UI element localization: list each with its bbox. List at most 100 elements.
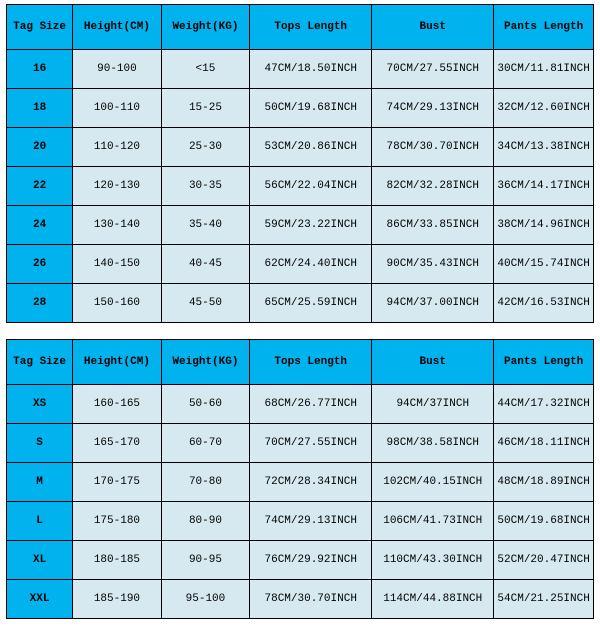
- cell-height: 165-170: [73, 424, 162, 463]
- column-header-height: Height(CM): [73, 340, 162, 385]
- table-row: 20110-12025-3053CM/20.86INCH78CM/30.70IN…: [7, 128, 594, 167]
- table-header-row: Tag SizeHeight(CM)Weight(KG)Tops LengthB…: [7, 340, 594, 385]
- cell-tops: 59CM/23.22INCH: [250, 206, 372, 245]
- cell-bust: 114CM/44.88INCH: [372, 580, 494, 619]
- cell-pants: 52CM/20.47INCH: [494, 541, 594, 580]
- cell-weight: 25-30: [161, 128, 250, 167]
- cell-tops: 56CM/22.04INCH: [250, 167, 372, 206]
- cell-height: 185-190: [73, 580, 162, 619]
- column-header-tops: Tops Length: [250, 340, 372, 385]
- column-header-tag: Tag Size: [7, 5, 73, 50]
- cell-tops: 72CM/28.34INCH: [250, 463, 372, 502]
- cell-weight: 80-90: [161, 502, 250, 541]
- table-row: XL180-18590-9576CM/29.92INCH110CM/43.30I…: [7, 541, 594, 580]
- cell-tag: 24: [7, 206, 73, 245]
- size-chart-container: Tag SizeHeight(CM)Weight(KG)Tops LengthB…: [0, 0, 600, 639]
- cell-weight: 95-100: [161, 580, 250, 619]
- cell-bust: 78CM/30.70INCH: [372, 128, 494, 167]
- table-header-row: Tag SizeHeight(CM)Weight(KG)Tops LengthB…: [7, 5, 594, 50]
- cell-pants: 48CM/18.89INCH: [494, 463, 594, 502]
- cell-weight: 15-25: [161, 89, 250, 128]
- cell-tag: S: [7, 424, 73, 463]
- cell-pants: 42CM/16.53INCH: [494, 284, 594, 323]
- cell-tops: 74CM/29.13INCH: [250, 502, 372, 541]
- table-row: L175-18080-9074CM/29.13INCH106CM/41.73IN…: [7, 502, 594, 541]
- cell-bust: 74CM/29.13INCH: [372, 89, 494, 128]
- cell-bust: 86CM/33.85INCH: [372, 206, 494, 245]
- cell-pants: 34CM/13.38INCH: [494, 128, 594, 167]
- column-header-pants: Pants Length: [494, 340, 594, 385]
- cell-tops: 53CM/20.86INCH: [250, 128, 372, 167]
- cell-weight: 60-70: [161, 424, 250, 463]
- table-row: 28150-16045-5065CM/25.59INCH94CM/37.00IN…: [7, 284, 594, 323]
- cell-pants: 54CM/21.25INCH: [494, 580, 594, 619]
- column-header-height: Height(CM): [73, 5, 162, 50]
- cell-tag: 28: [7, 284, 73, 323]
- cell-pants: 46CM/18.11INCH: [494, 424, 594, 463]
- cell-bust: 82CM/32.28INCH: [372, 167, 494, 206]
- column-header-tops: Tops Length: [250, 5, 372, 50]
- cell-tops: 50CM/19.68INCH: [250, 89, 372, 128]
- cell-height: 90-100: [73, 50, 162, 89]
- cell-weight: 30-35: [161, 167, 250, 206]
- cell-tag: 26: [7, 245, 73, 284]
- column-header-pants: Pants Length: [494, 5, 594, 50]
- cell-height: 120-130: [73, 167, 162, 206]
- cell-bust: 98CM/38.58INCH: [372, 424, 494, 463]
- cell-weight: 50-60: [161, 385, 250, 424]
- cell-tag: 20: [7, 128, 73, 167]
- table-row: M170-17570-8072CM/28.34INCH102CM/40.15IN…: [7, 463, 594, 502]
- cell-height: 170-175: [73, 463, 162, 502]
- column-header-tag: Tag Size: [7, 340, 73, 385]
- cell-height: 180-185: [73, 541, 162, 580]
- cell-height: 160-165: [73, 385, 162, 424]
- column-header-bust: Bust: [372, 340, 494, 385]
- cell-weight: <15: [161, 50, 250, 89]
- table-row: 26140-15040-4562CM/24.40INCH90CM/35.43IN…: [7, 245, 594, 284]
- cell-bust: 102CM/40.15INCH: [372, 463, 494, 502]
- size-table-1: Tag SizeHeight(CM)Weight(KG)Tops LengthB…: [6, 339, 594, 619]
- cell-bust: 106CM/41.73INCH: [372, 502, 494, 541]
- table-row: 18100-11015-2550CM/19.68INCH74CM/29.13IN…: [7, 89, 594, 128]
- cell-height: 130-140: [73, 206, 162, 245]
- column-header-bust: Bust: [372, 5, 494, 50]
- cell-tag: XL: [7, 541, 73, 580]
- cell-tops: 65CM/25.59INCH: [250, 284, 372, 323]
- table-row: 24130-14035-4059CM/23.22INCH86CM/33.85IN…: [7, 206, 594, 245]
- table-row: S165-17060-7070CM/27.55INCH98CM/38.58INC…: [7, 424, 594, 463]
- cell-tag: XS: [7, 385, 73, 424]
- cell-pants: 38CM/14.96INCH: [494, 206, 594, 245]
- cell-weight: 45-50: [161, 284, 250, 323]
- cell-tag: 16: [7, 50, 73, 89]
- cell-height: 150-160: [73, 284, 162, 323]
- column-header-weight: Weight(KG): [161, 340, 250, 385]
- cell-tops: 70CM/27.55INCH: [250, 424, 372, 463]
- column-header-weight: Weight(KG): [161, 5, 250, 50]
- cell-bust: 110CM/43.30INCH: [372, 541, 494, 580]
- cell-tops: 78CM/30.70INCH: [250, 580, 372, 619]
- cell-tag: 22: [7, 167, 73, 206]
- cell-weight: 40-45: [161, 245, 250, 284]
- cell-height: 175-180: [73, 502, 162, 541]
- cell-tops: 62CM/24.40INCH: [250, 245, 372, 284]
- cell-pants: 44CM/17.32INCH: [494, 385, 594, 424]
- table-row: XS160-16550-6068CM/26.77INCH94CM/37INCH4…: [7, 385, 594, 424]
- cell-pants: 36CM/14.17INCH: [494, 167, 594, 206]
- table-row: XXL185-19095-10078CM/30.70INCH114CM/44.8…: [7, 580, 594, 619]
- cell-weight: 70-80: [161, 463, 250, 502]
- cell-weight: 90-95: [161, 541, 250, 580]
- cell-tag: L: [7, 502, 73, 541]
- cell-tops: 68CM/26.77INCH: [250, 385, 372, 424]
- cell-weight: 35-40: [161, 206, 250, 245]
- cell-bust: 94CM/37INCH: [372, 385, 494, 424]
- cell-height: 100-110: [73, 89, 162, 128]
- size-table-0: Tag SizeHeight(CM)Weight(KG)Tops LengthB…: [6, 4, 594, 323]
- cell-tag: XXL: [7, 580, 73, 619]
- table-row: 1690-100<1547CM/18.50INCH70CM/27.55INCH3…: [7, 50, 594, 89]
- cell-pants: 30CM/11.81INCH: [494, 50, 594, 89]
- cell-bust: 90CM/35.43INCH: [372, 245, 494, 284]
- table-row: 22120-13030-3556CM/22.04INCH82CM/32.28IN…: [7, 167, 594, 206]
- cell-pants: 32CM/12.60INCH: [494, 89, 594, 128]
- cell-height: 140-150: [73, 245, 162, 284]
- cell-tag: 18: [7, 89, 73, 128]
